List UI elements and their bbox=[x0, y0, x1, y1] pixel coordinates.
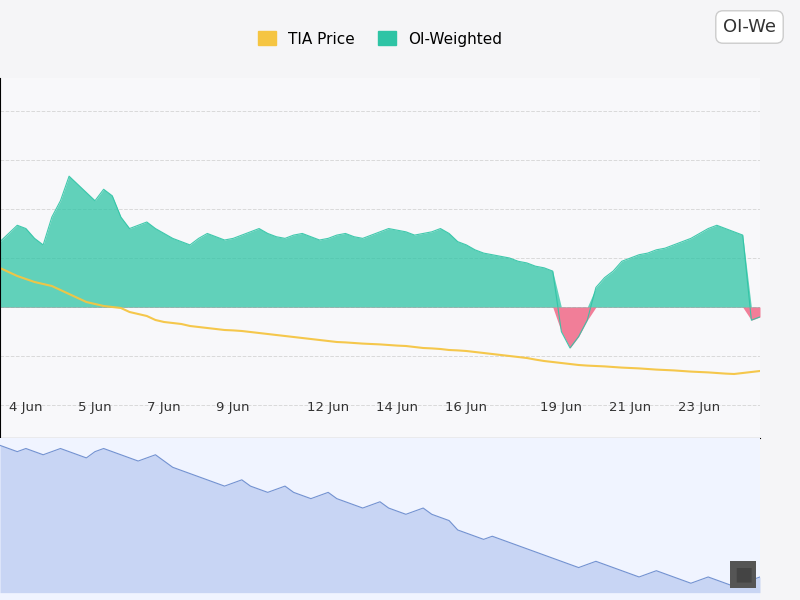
Text: 19 Jun: 19 Jun bbox=[540, 401, 582, 415]
Text: 9 Jun: 9 Jun bbox=[217, 401, 250, 415]
Text: 21 Jun: 21 Jun bbox=[610, 401, 651, 415]
Text: OI-We: OI-We bbox=[723, 18, 776, 36]
Text: 14 Jun: 14 Jun bbox=[376, 401, 418, 415]
Legend: TIA Price, OI-Weighted: TIA Price, OI-Weighted bbox=[251, 25, 509, 53]
Text: 23 Jun: 23 Jun bbox=[678, 401, 721, 415]
Text: ■: ■ bbox=[734, 565, 752, 584]
Text: 4 Jun: 4 Jun bbox=[9, 401, 42, 415]
Text: 12 Jun: 12 Jun bbox=[307, 401, 350, 415]
Text: 5 Jun: 5 Jun bbox=[78, 401, 112, 415]
Text: 16 Jun: 16 Jun bbox=[446, 401, 487, 415]
Text: 7 Jun: 7 Jun bbox=[147, 401, 181, 415]
